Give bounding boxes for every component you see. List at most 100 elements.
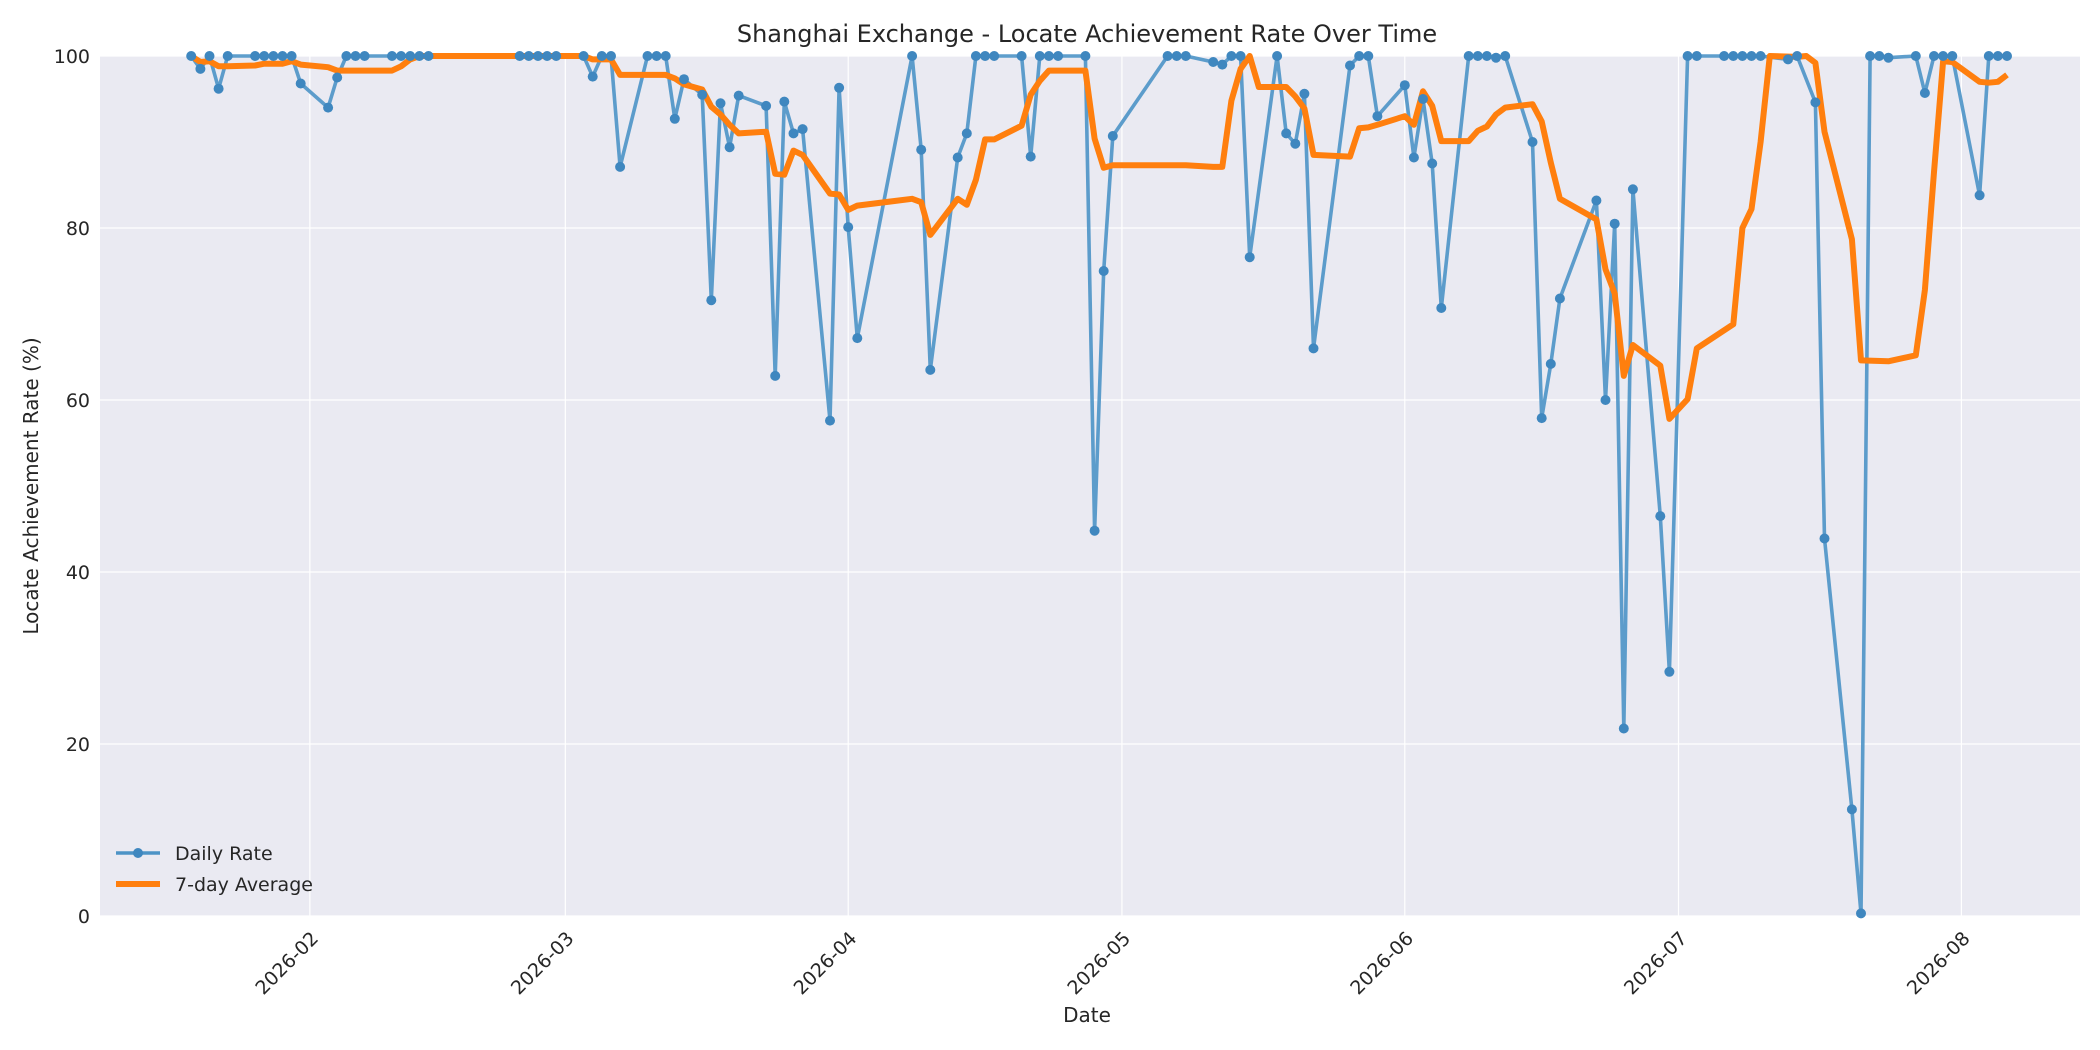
daily-rate-point bbox=[1208, 57, 1219, 67]
daily-rate-point bbox=[669, 113, 680, 124]
daily-rate-point bbox=[980, 51, 991, 61]
daily-rate-point bbox=[642, 51, 653, 61]
daily-rate-point bbox=[1281, 128, 1292, 139]
daily-rate-point bbox=[414, 51, 425, 61]
daily-rate-point bbox=[1436, 303, 1447, 313]
daily-rate-point bbox=[1983, 51, 1994, 61]
daily-rate-point bbox=[1691, 51, 1702, 61]
daily-rate-point bbox=[250, 51, 261, 61]
daily-rate-point bbox=[1235, 51, 1246, 61]
plot-area bbox=[100, 56, 2080, 916]
daily-rate-point bbox=[1053, 51, 1064, 61]
y-axis-ticks: 0 20 40 60 80 100 bbox=[54, 46, 90, 928]
daily-rate-point bbox=[359, 51, 370, 61]
daily-rate-point bbox=[423, 51, 434, 61]
daily-rate-point bbox=[1600, 395, 1611, 405]
daily-rate-point bbox=[843, 222, 854, 233]
x-tick-label: 2026-06 bbox=[1346, 928, 1418, 1000]
daily-rate-point bbox=[1728, 51, 1739, 61]
daily-rate-point bbox=[277, 51, 288, 61]
daily-rate-point bbox=[213, 83, 224, 94]
legend-daily-label: Daily Rate bbox=[175, 843, 273, 865]
daily-rate-point bbox=[724, 142, 735, 153]
x-tick-label: 2026-07 bbox=[1620, 928, 1692, 1000]
daily-rate-point bbox=[1974, 190, 1985, 201]
daily-rate-point bbox=[989, 51, 1000, 61]
daily-rate-point bbox=[1016, 51, 1027, 61]
daily-rate-point bbox=[1874, 51, 1885, 61]
daily-rate-point bbox=[1746, 51, 1757, 61]
daily-rate-point bbox=[706, 295, 717, 306]
daily-rate-point bbox=[523, 51, 534, 61]
daily-rate-point bbox=[396, 51, 407, 61]
daily-rate-point bbox=[1043, 51, 1054, 61]
daily-rate-point bbox=[268, 51, 279, 61]
daily-rate-point bbox=[852, 333, 863, 344]
daily-rate-point bbox=[1363, 51, 1374, 61]
daily-rate-point bbox=[587, 71, 598, 82]
daily-rate-point bbox=[1856, 908, 1866, 919]
x-axis-label: Date bbox=[1063, 1003, 1111, 1027]
daily-rate-point bbox=[1992, 51, 2003, 61]
daily-rate-point bbox=[596, 51, 607, 61]
daily-rate-point bbox=[1171, 51, 1182, 61]
y-tick-label: 60 bbox=[66, 390, 90, 412]
daily-rate-point bbox=[1226, 51, 1237, 61]
daily-rate-point bbox=[1536, 413, 1547, 424]
daily-rate-point bbox=[1080, 51, 1091, 61]
daily-rate-point bbox=[1408, 152, 1419, 163]
daily-rate-point bbox=[1354, 51, 1365, 61]
daily-rate-point bbox=[1399, 80, 1410, 91]
daily-rate-point bbox=[1098, 266, 1109, 276]
daily-rate-point bbox=[1500, 51, 1511, 61]
x-tick-label: 2026-08 bbox=[1903, 928, 1975, 1000]
daily-rate-point bbox=[1034, 51, 1045, 61]
daily-rate-point bbox=[1919, 88, 1930, 98]
daily-rate-point bbox=[615, 161, 626, 172]
y-tick-label: 80 bbox=[66, 218, 90, 240]
daily-rate-point bbox=[1737, 51, 1748, 61]
daily-rate-point bbox=[1545, 358, 1556, 369]
daily-rate-point bbox=[660, 51, 671, 61]
daily-rate-point bbox=[1947, 51, 1958, 61]
daily-rate-point bbox=[186, 51, 197, 61]
daily-rate-point bbox=[715, 98, 726, 109]
x-tick-label: 2026-05 bbox=[1063, 928, 1135, 1000]
daily-rate-point bbox=[259, 51, 270, 61]
daily-rate-point bbox=[1865, 51, 1876, 61]
daily-rate-point bbox=[405, 51, 416, 61]
daily-rate-point bbox=[770, 370, 781, 381]
daily-rate-point bbox=[1272, 51, 1283, 61]
daily-rate-point bbox=[1810, 97, 1821, 108]
x-tick-label: 2026-04 bbox=[790, 928, 862, 1000]
daily-rate-point bbox=[1883, 52, 1894, 63]
daily-rate-point bbox=[1299, 88, 1310, 99]
daily-rate-point bbox=[1089, 525, 1100, 536]
daily-rate-point bbox=[733, 90, 744, 101]
daily-rate-point bbox=[651, 51, 662, 61]
daily-rate-point bbox=[779, 96, 790, 107]
daily-rate-point bbox=[1463, 51, 1474, 61]
daily-rate-point bbox=[1491, 52, 1501, 63]
daily-rate-point bbox=[1481, 51, 1492, 61]
daily-rate-point bbox=[1627, 184, 1638, 195]
y-tick-label: 40 bbox=[66, 562, 90, 584]
daily-rate-point bbox=[1244, 252, 1255, 263]
daily-rate-point bbox=[1655, 511, 1666, 522]
daily-rate-point bbox=[204, 51, 215, 61]
daily-rate-point bbox=[1910, 51, 1921, 61]
daily-rate-point bbox=[1107, 131, 1118, 141]
daily-rate-point bbox=[1846, 804, 1857, 815]
daily-rate-point bbox=[1609, 218, 1620, 229]
x-axis-ticks: 2026-02 2026-03 2026-04 2026-05 2026-06 2026-… bbox=[251, 928, 1974, 1000]
daily-rate-point bbox=[1819, 533, 1830, 544]
daily-rate-point bbox=[350, 51, 361, 61]
daily-rate-point bbox=[2002, 51, 2012, 61]
daily-rate-point bbox=[1938, 51, 1949, 61]
daily-rate-point bbox=[578, 51, 589, 61]
chart-title: Shanghai Exchange - Locate Achievement R… bbox=[737, 20, 1437, 48]
daily-rate-point bbox=[1783, 54, 1793, 65]
y-axis-label: Locate Achievement Rate (%) bbox=[19, 337, 43, 634]
daily-rate-point bbox=[697, 89, 708, 100]
